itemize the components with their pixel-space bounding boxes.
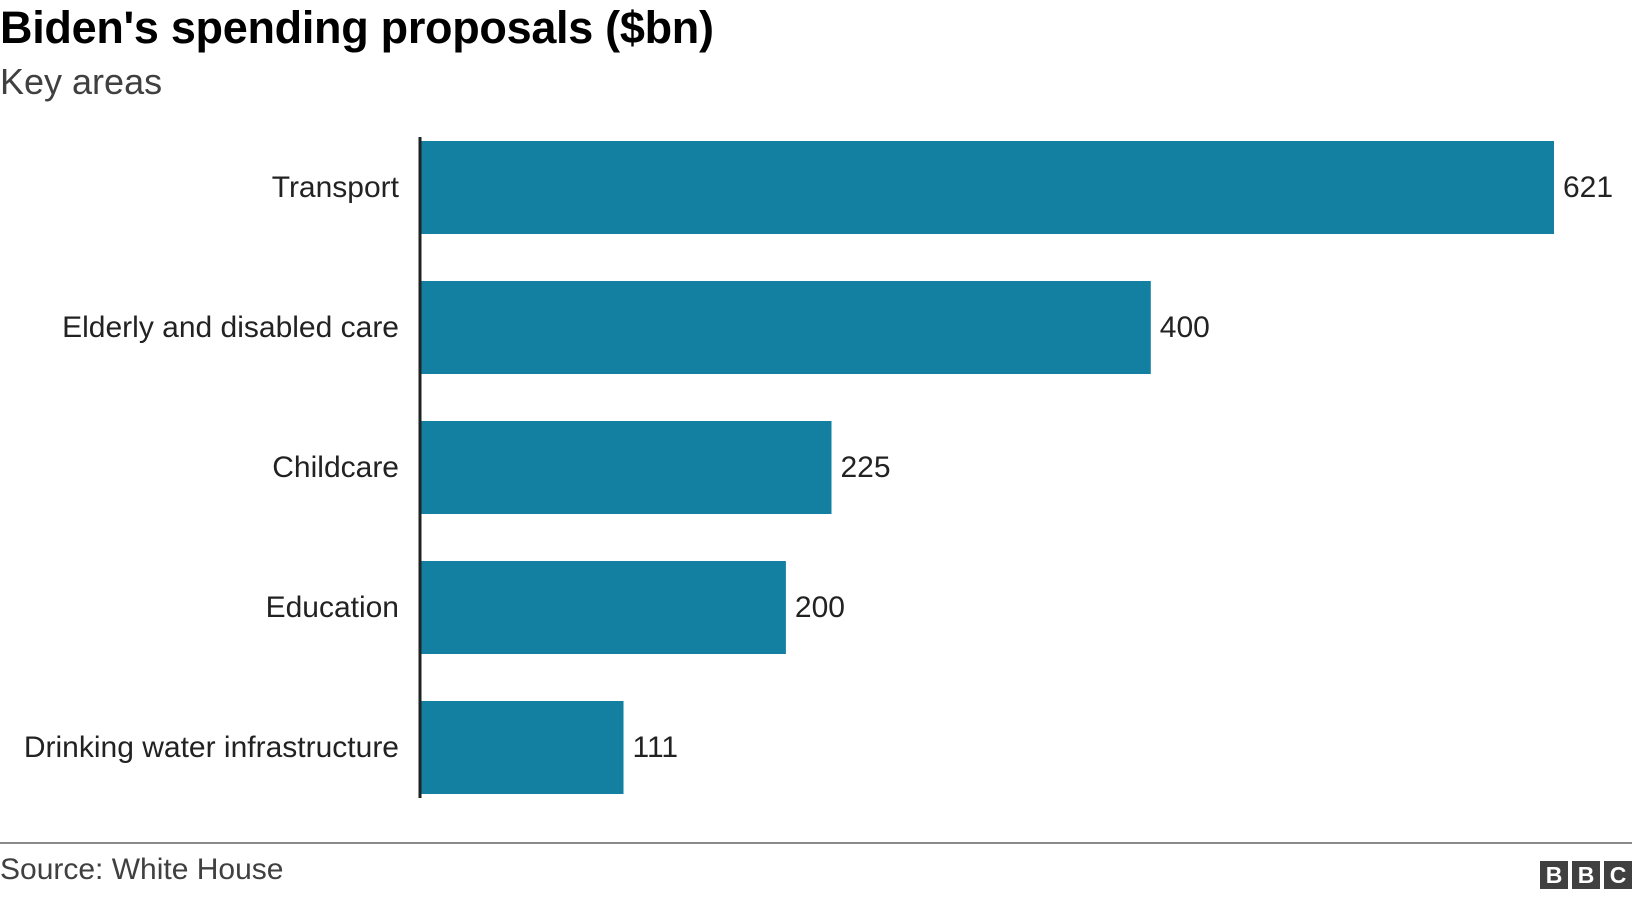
category-label: Drinking water infrastructure bbox=[24, 731, 399, 764]
value-label: 225 bbox=[841, 451, 891, 484]
bar bbox=[421, 281, 1151, 374]
logo-letter: B bbox=[1540, 861, 1568, 889]
value-label: 621 bbox=[1563, 171, 1613, 204]
bar bbox=[421, 141, 1554, 234]
chart-title: Biden's spending proposals ($bn) bbox=[0, 2, 714, 53]
footer-divider bbox=[0, 842, 1632, 844]
chart-subtitle: Key areas bbox=[0, 61, 163, 102]
category-label: Elderly and disabled care bbox=[62, 311, 399, 344]
bar bbox=[421, 561, 786, 654]
logo-letter: C bbox=[1604, 861, 1632, 889]
category-label: Childcare bbox=[272, 451, 399, 484]
bar bbox=[421, 701, 624, 794]
bar bbox=[421, 421, 832, 514]
value-label: 111 bbox=[633, 731, 679, 764]
value-label: 200 bbox=[795, 591, 845, 624]
source-note: Source: White House bbox=[0, 853, 284, 886]
bar-chart: Transport 621 Elderly and disabled care 400… bbox=[24, 137, 1613, 798]
logo-letter: B bbox=[1572, 861, 1600, 889]
bbc-logo: B B C bbox=[1540, 861, 1632, 889]
category-label: Education bbox=[266, 591, 399, 624]
value-label: 400 bbox=[1160, 311, 1210, 344]
category-label: Transport bbox=[272, 171, 400, 204]
